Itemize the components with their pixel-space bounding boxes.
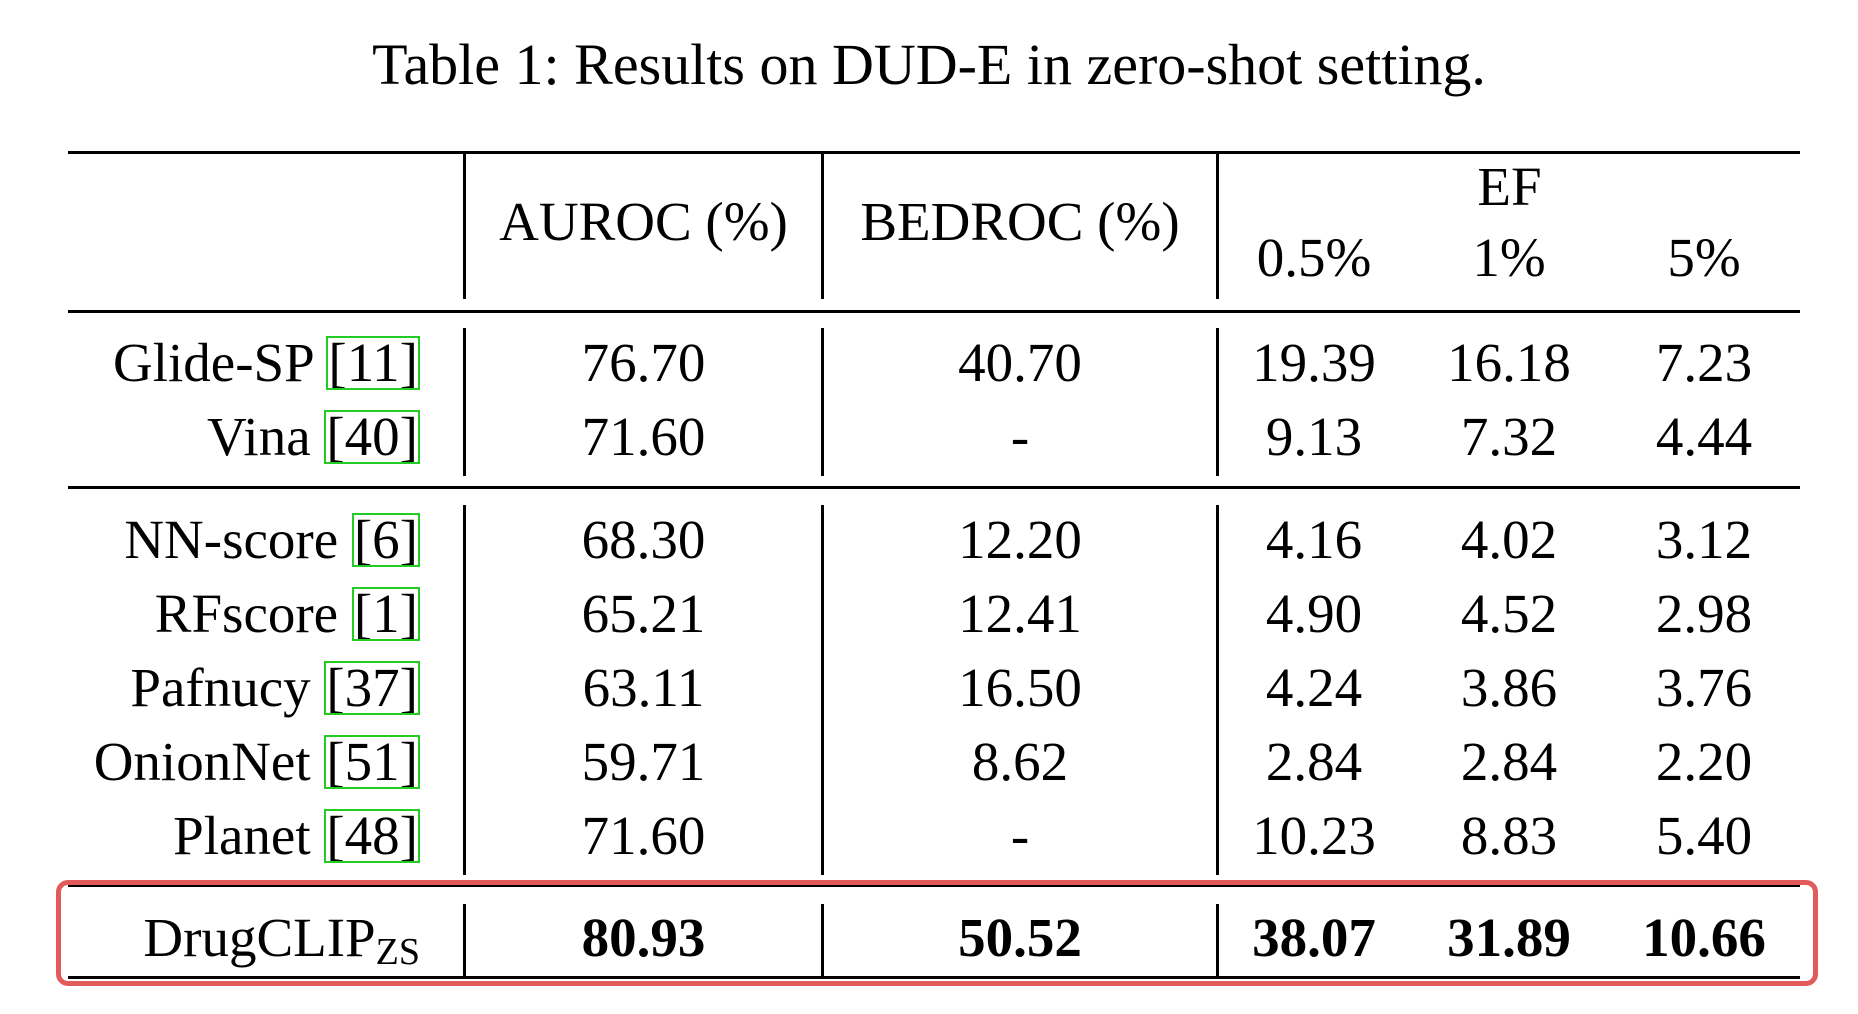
header-ef: EF	[1477, 156, 1542, 217]
ef1-value: 7.32	[1460, 406, 1558, 467]
ef05-value: 10.23	[1252, 805, 1376, 866]
ef1-value: 4.52	[1460, 583, 1558, 644]
ef05-value: 4.16	[1265, 509, 1363, 570]
col-divider-2-header	[821, 154, 824, 299]
bottom-rule	[68, 976, 1800, 979]
col-divider-3-group2	[1216, 505, 1219, 875]
ef05-value: 19.39	[1252, 332, 1376, 393]
ef5-value-ours: 10.66	[1642, 907, 1766, 968]
col-divider-3-group1	[1216, 328, 1219, 476]
col-divider-2-group2	[821, 505, 824, 875]
method-name: OnionNet [51]	[93, 731, 420, 792]
col-divider-2-ours	[821, 904, 824, 976]
method-name: Planet [48]	[173, 805, 420, 866]
ef5-value: 4.44	[1655, 406, 1753, 467]
ef05-value: 4.90	[1265, 583, 1363, 644]
ef05-value: 2.84	[1265, 731, 1363, 792]
col-divider-1-ours	[463, 904, 466, 976]
ef05-value: 4.24	[1265, 657, 1363, 718]
group-separator-rule	[68, 486, 1800, 489]
auroc-value: 65.21	[581, 583, 706, 644]
citation-link[interactable]: [37]	[324, 657, 420, 718]
col-divider-3-ours	[1216, 904, 1219, 976]
header-auroc: AUROC (%)	[499, 191, 788, 252]
top-rule	[68, 151, 1800, 154]
auroc-value-ours: 80.93	[581, 907, 706, 968]
bedroc-value: -	[1010, 805, 1030, 866]
bedroc-value: 40.70	[958, 332, 1082, 393]
header-rule	[68, 310, 1800, 313]
bedroc-value: 8.62	[971, 731, 1069, 792]
bedroc-value: 12.41	[958, 583, 1082, 644]
method-name: RFscore [1]	[154, 583, 420, 644]
method-name: Glide-SP [11]	[113, 332, 420, 393]
citation-link[interactable]: [11]	[326, 332, 420, 393]
method-name-ours: DrugCLIPZS	[143, 907, 420, 973]
col-divider-2-group1	[821, 328, 824, 476]
ef5-value: 3.12	[1655, 509, 1753, 570]
bedroc-value: -	[1010, 406, 1030, 467]
method-name: Pafnucy [37]	[130, 657, 420, 718]
table-caption: Table 1: Results on DUD-E in zero-shot s…	[372, 32, 1486, 97]
header-ef-0.5: 0.5%	[1256, 227, 1372, 288]
ef1-value: 4.02	[1460, 509, 1558, 570]
col-divider-1-header	[463, 154, 466, 299]
header-ef-1: 1%	[1472, 227, 1546, 288]
ef1-value: 8.83	[1460, 805, 1558, 866]
citation-link[interactable]: [6]	[351, 509, 420, 570]
method-name: Vina [40]	[207, 406, 420, 467]
ours-top-rule	[68, 884, 1800, 887]
auroc-value: 59.71	[581, 731, 706, 792]
bedroc-value-ours: 50.52	[958, 907, 1082, 968]
auroc-value: 71.60	[581, 805, 706, 866]
citation-link[interactable]: [40]	[324, 406, 420, 467]
col-divider-1-group2	[463, 505, 466, 875]
ef5-value: 2.98	[1655, 583, 1753, 644]
ef5-value: 2.20	[1655, 731, 1753, 792]
auroc-value: 76.70	[581, 332, 706, 393]
header-bedroc: BEDROC (%)	[860, 191, 1180, 252]
ef1-value-ours: 31.89	[1447, 907, 1571, 968]
header-ef-5: 5%	[1667, 227, 1741, 288]
bedroc-value: 16.50	[958, 657, 1082, 718]
citation-link[interactable]: [51]	[324, 731, 420, 792]
highlight-box	[56, 880, 1818, 986]
ef5-value: 3.76	[1655, 657, 1753, 718]
auroc-value: 71.60	[581, 406, 706, 467]
ef5-value: 5.40	[1655, 805, 1753, 866]
ef1-value: 2.84	[1460, 731, 1558, 792]
col-divider-3-header	[1216, 154, 1219, 299]
citation-link[interactable]: [48]	[324, 805, 420, 866]
ef05-value: 9.13	[1265, 406, 1363, 467]
ef1-value: 3.86	[1460, 657, 1558, 718]
method-subscript: ZS	[375, 931, 420, 973]
auroc-value: 68.30	[581, 509, 706, 570]
ef05-value-ours: 38.07	[1252, 907, 1376, 968]
col-divider-1-group1	[463, 328, 466, 476]
bedroc-value: 12.20	[958, 509, 1082, 570]
auroc-value: 63.11	[582, 657, 705, 718]
ef5-value: 7.23	[1655, 332, 1753, 393]
method-name: NN-score [6]	[124, 509, 420, 570]
citation-link[interactable]: [1]	[351, 583, 420, 644]
ef1-value: 16.18	[1447, 332, 1571, 393]
